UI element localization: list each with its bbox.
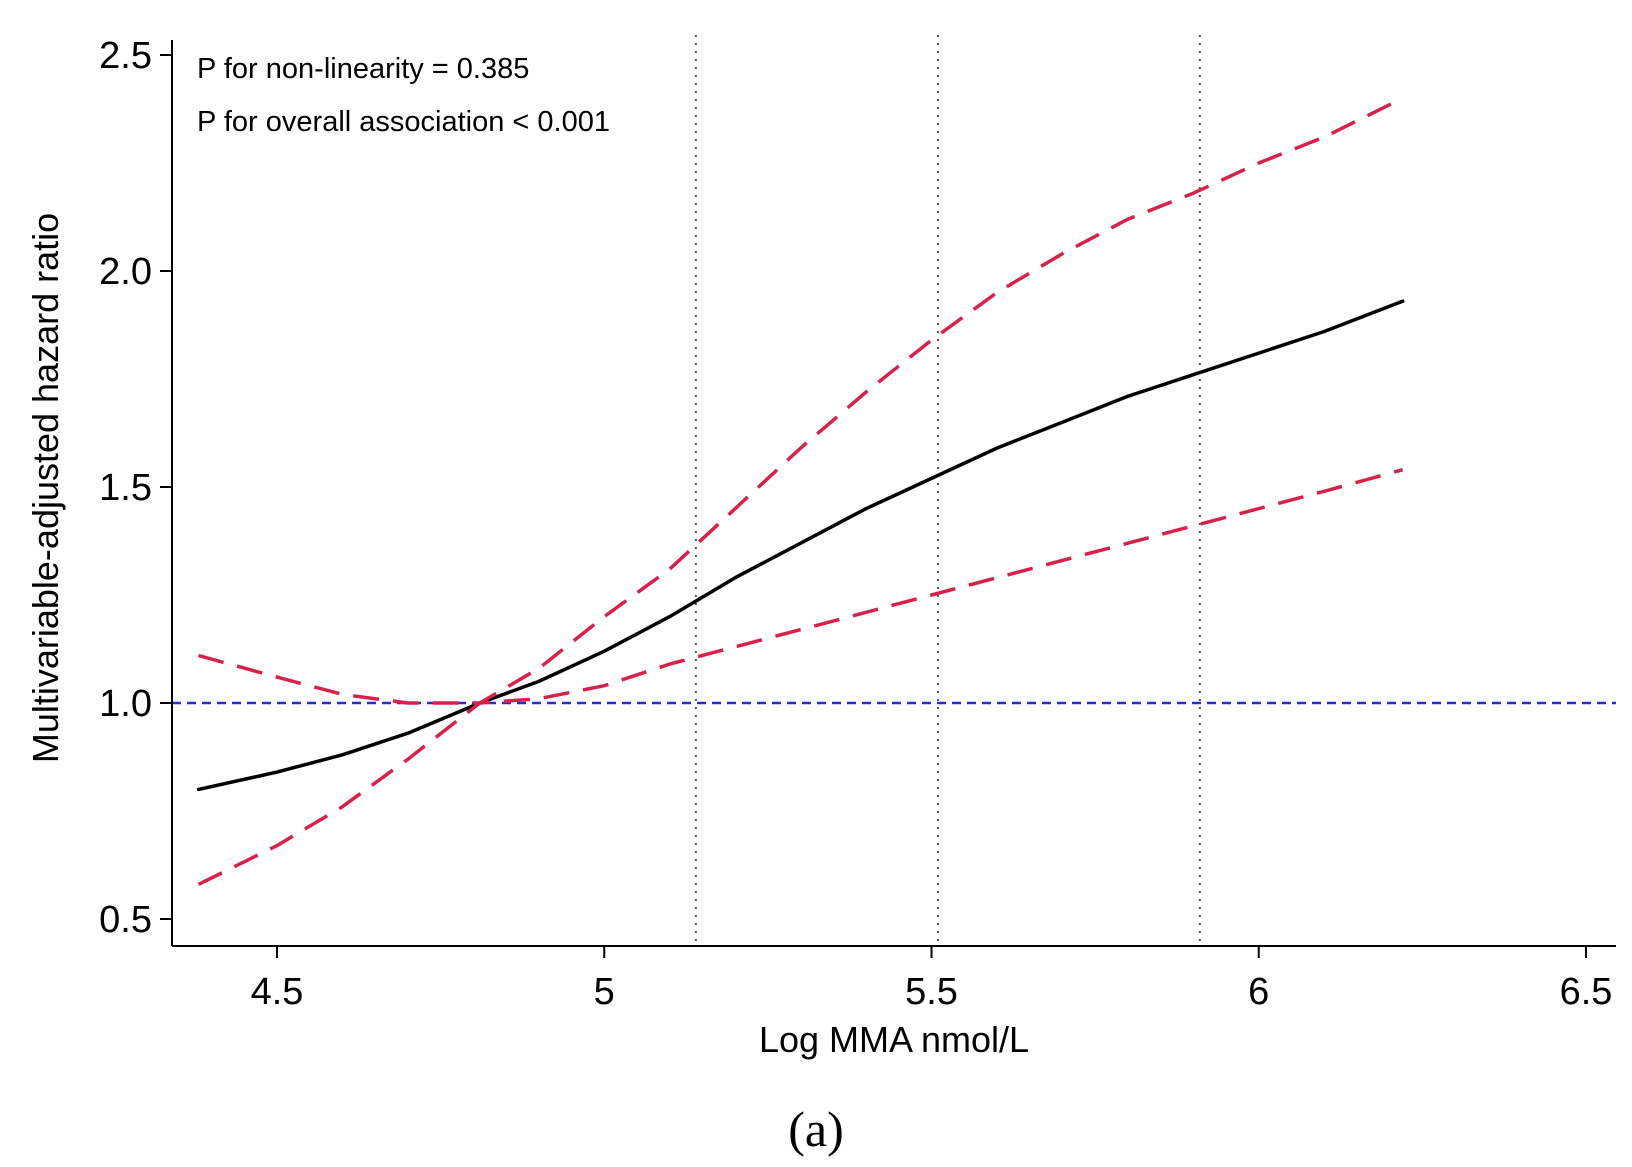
y-tick-label: 0.5	[99, 899, 152, 941]
axes	[171, 40, 1616, 947]
x-tick-label: 6	[1248, 971, 1269, 1013]
annotation-overall-association: P for overall association < 0.001	[197, 106, 610, 138]
quantile-reference-lines	[694, 35, 1201, 946]
x-tick-label: 6.5	[1560, 971, 1613, 1013]
y-tick-label: 1.0	[99, 683, 152, 725]
x-ticks: 4.5 5 5.5 6 6.5	[251, 946, 1613, 1013]
series-layer	[196, 96, 1405, 886]
series-lower-ci-line	[197, 468, 1404, 886]
x-axis-title: Log MMA nmol/L	[759, 1019, 1029, 1060]
x-tick-label: 5.5	[905, 971, 958, 1013]
x-tick-label: 4.5	[251, 971, 304, 1013]
annotation-nonlinearity: P for non-linearity = 0.385	[197, 53, 529, 85]
series-hazard-ratio-line	[196, 299, 1405, 792]
y-axis-title: Multivariable-adjusted hazard ratio	[25, 213, 66, 763]
series-upper-ci-line	[198, 96, 1404, 705]
y-tick-label: 2.5	[99, 35, 152, 77]
x-tick-label: 5	[594, 971, 615, 1013]
panel-label: (a)	[788, 1101, 844, 1157]
y-tick-label: 1.5	[99, 467, 152, 509]
y-ticks: 0.5 1.0 1.5 2.0 2.5	[99, 35, 172, 941]
y-tick-label: 2.0	[99, 251, 152, 293]
